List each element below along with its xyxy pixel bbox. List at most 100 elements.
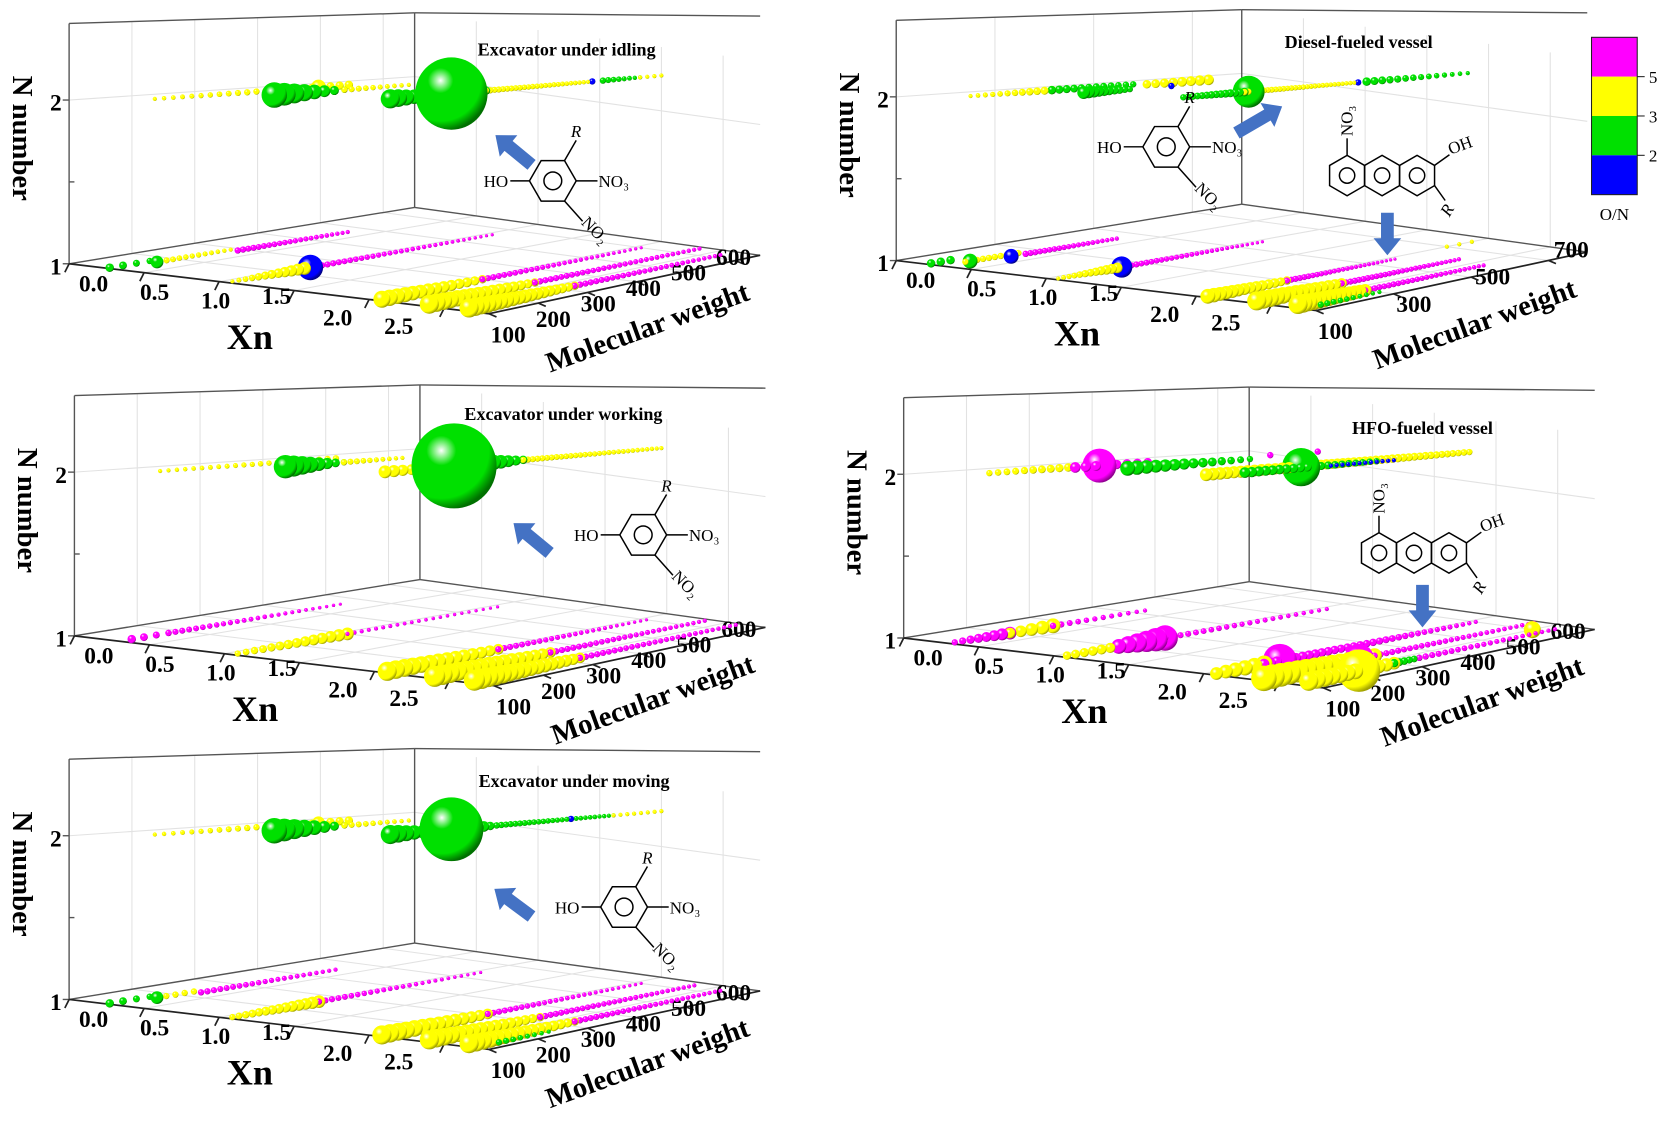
bubble-point	[946, 255, 955, 265]
bubble-point	[582, 280, 589, 287]
bubble-point	[1239, 621, 1245, 627]
bubble-point	[1382, 636, 1390, 644]
tick-mark	[369, 671, 376, 681]
bubble-point	[329, 85, 339, 96]
bubble-point	[610, 76, 617, 83]
bubble-point	[241, 1011, 250, 1019]
bubble-point	[234, 650, 241, 657]
z-axis-title: N number	[11, 448, 43, 573]
bubble-point	[702, 618, 707, 623]
bubble-point	[495, 605, 500, 609]
x-axis-title: Xn	[232, 689, 278, 729]
bubble-point	[701, 256, 707, 261]
panel-title: Excavator under moving	[479, 771, 670, 791]
bubble-point	[370, 84, 376, 91]
tick-mark	[1315, 309, 1324, 315]
bubble-point	[584, 256, 589, 261]
bubble-point	[601, 265, 607, 271]
bubble-point	[598, 1012, 605, 1019]
tick-mark	[488, 312, 497, 318]
bubble-point	[165, 629, 172, 637]
bubble-point	[982, 92, 988, 98]
bubble-point	[1246, 455, 1254, 463]
bubble-point	[1417, 264, 1423, 270]
bubble-point	[628, 983, 632, 988]
tick-mark	[1191, 295, 1197, 306]
bubble-point	[301, 972, 306, 978]
bubble-point	[243, 981, 249, 988]
tick-mark	[289, 1025, 295, 1036]
bubble-point	[1424, 274, 1430, 280]
bubble-point	[573, 816, 579, 821]
bubble-point	[600, 253, 605, 258]
tick-mark	[64, 999, 70, 1009]
label-no3: NO₃	[1212, 138, 1243, 157]
bubble-point	[374, 988, 380, 994]
bubble-point	[594, 651, 601, 658]
bubble-point	[669, 262, 675, 268]
bubble-point	[1207, 457, 1217, 467]
bubble-point	[1546, 628, 1551, 633]
floor-gridline	[971, 212, 1304, 271]
panel-title: Excavator under working	[464, 404, 662, 424]
bubble-point	[578, 257, 584, 262]
bubble-point	[585, 79, 591, 84]
bubble-point	[1410, 74, 1417, 82]
bubble-point	[1012, 467, 1020, 475]
bubble-point	[1362, 263, 1367, 268]
bubble-point	[1455, 449, 1462, 457]
bubble-point	[495, 1039, 503, 1046]
bubble-point	[597, 814, 602, 819]
floor-edge	[896, 203, 1242, 262]
bubble-point	[189, 829, 195, 835]
bubble-point	[583, 815, 588, 821]
n2-gridline	[1241, 72, 1588, 122]
bubble-point	[604, 275, 611, 282]
bubble-point	[180, 94, 185, 100]
x-tick-label: 2.0	[323, 1041, 352, 1067]
bubble-point	[1454, 623, 1459, 629]
bubble-point	[1217, 457, 1226, 466]
bubble-point	[568, 80, 574, 86]
bubble-point	[558, 273, 565, 280]
bubble-point	[377, 661, 397, 681]
floor-edge	[68, 206, 415, 265]
bubble-point	[281, 975, 287, 981]
bubble-point	[512, 269, 519, 276]
bond	[654, 494, 668, 516]
bubble-point	[696, 257, 702, 262]
bubble-point	[1316, 83, 1322, 89]
bubble-point	[662, 626, 668, 632]
bubble-point	[1523, 621, 1541, 639]
bubble-point	[1143, 259, 1150, 266]
bubble-point	[399, 818, 404, 824]
benzene-ring	[1142, 125, 1191, 168]
bubble-point	[551, 262, 557, 268]
bubble-point	[625, 1007, 632, 1013]
bubble-point	[370, 253, 376, 259]
bubble-point	[180, 830, 185, 835]
bubble-point	[1447, 624, 1453, 630]
label-no2: NO₂	[1191, 179, 1226, 214]
top-edge	[414, 12, 761, 17]
tick-mark	[543, 674, 552, 680]
bubble-point	[691, 258, 696, 264]
bubble-point	[335, 995, 342, 1002]
bubble-point	[1027, 249, 1034, 257]
bubble-point	[589, 255, 594, 260]
bubble-point	[622, 249, 627, 253]
bubble-point	[527, 1014, 538, 1024]
bubble-point	[250, 244, 257, 251]
bubble-point	[1393, 257, 1397, 261]
bubble-point	[170, 830, 176, 836]
bubble-point	[1330, 298, 1337, 305]
bubble-point	[601, 1001, 607, 1007]
bubble-point	[1378, 76, 1387, 85]
bubble-point	[407, 982, 412, 988]
label-ho: HO	[574, 526, 599, 545]
bubble-point	[659, 253, 665, 259]
bubble-point	[1377, 272, 1384, 279]
y-tick-label: 300	[1415, 666, 1450, 692]
bubble-point	[536, 1001, 542, 1007]
bubble-point	[1457, 242, 1462, 247]
